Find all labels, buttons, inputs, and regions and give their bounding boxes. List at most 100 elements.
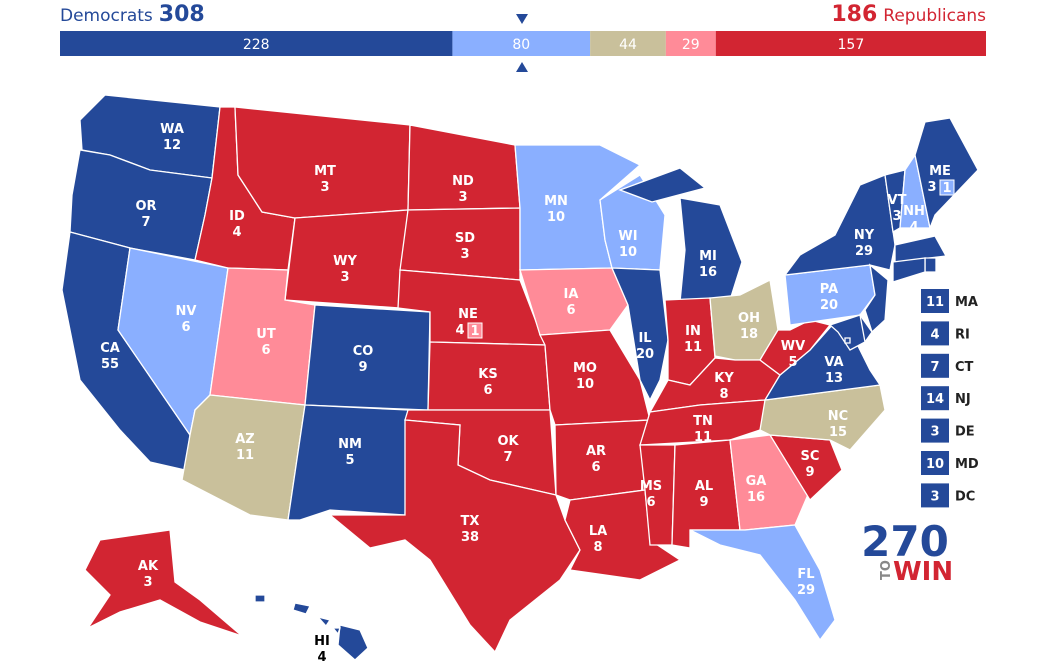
rep-total: 186 <box>831 2 878 27</box>
side-abbr: DE <box>955 425 975 440</box>
state-abbr: WY <box>333 254 357 269</box>
state-ev: 4 <box>455 323 464 338</box>
state-abbr: LA <box>589 524 607 539</box>
state-abbr: NM <box>338 437 362 452</box>
state-ev: 6 <box>646 495 655 510</box>
state-abbr: GA <box>746 474 767 489</box>
state-abbr: NE <box>458 307 478 322</box>
side-abbr: MD <box>955 457 979 472</box>
state-ev: 11 <box>236 448 254 463</box>
side-ev: 3 <box>930 489 939 504</box>
state-abbr: NC <box>828 409 848 424</box>
state-abbr: KY <box>714 371 734 386</box>
side-ev: 11 <box>926 295 944 310</box>
state-ev: 6 <box>181 320 190 335</box>
state-abbr: TX <box>461 514 480 529</box>
side-box <box>921 289 949 313</box>
state <box>316 615 332 628</box>
side-abbr: DC <box>955 489 975 504</box>
logo-win: WIN <box>893 557 953 587</box>
marker <box>516 14 528 24</box>
state-abbr: WI <box>618 229 637 244</box>
state-abbr: MI <box>699 249 717 264</box>
state-ev: 55 <box>101 357 119 372</box>
state-abbr: FL <box>797 567 814 582</box>
state-abbr: CO <box>353 344 374 359</box>
bar-label: 29 <box>682 37 700 53</box>
state-abbr: PA <box>820 282 838 297</box>
state <box>844 337 851 344</box>
state-abbr: MN <box>544 194 568 209</box>
bar-segment <box>452 31 591 56</box>
state <box>538 329 651 426</box>
state-ev: 38 <box>461 530 479 545</box>
state <box>254 594 266 603</box>
state-ev: 11 <box>694 430 712 445</box>
state <box>914 117 979 231</box>
state-ev: 7 <box>141 215 150 230</box>
bar-segment <box>665 31 716 56</box>
state <box>639 444 676 546</box>
state-ev: 6 <box>591 460 600 475</box>
bar-segment <box>590 31 666 56</box>
side-box <box>921 451 949 475</box>
state-abbr: IA <box>564 287 579 302</box>
state-abbr: IN <box>685 324 701 339</box>
side-abbr: CT <box>955 360 974 375</box>
state-abbr: NH <box>903 204 925 219</box>
state <box>689 524 836 642</box>
side-abbr: NJ <box>955 392 971 407</box>
state <box>924 257 937 273</box>
states <box>61 94 979 661</box>
logo-to: TO <box>879 560 894 580</box>
state-ev: 5 <box>788 355 797 370</box>
state-abbr: HI <box>314 634 330 649</box>
header: Democrats 308 186 Republicans <box>60 2 986 30</box>
state-abbr: IL <box>638 331 651 346</box>
side-ev: 4 <box>930 327 939 342</box>
bar-segment <box>715 31 986 56</box>
state-abbr: CA <box>100 341 120 356</box>
dem-total: 308 <box>158 2 205 27</box>
marker <box>516 62 528 72</box>
bar-label: 157 <box>838 37 865 53</box>
rep-side: 186 Republicans <box>825 2 986 27</box>
bar-label: 44 <box>619 37 637 53</box>
bar-label: 80 <box>512 37 530 53</box>
state-ev: 5 <box>345 453 354 468</box>
side-ev: 7 <box>930 360 939 375</box>
state <box>610 267 669 402</box>
state-ev: 9 <box>805 465 814 480</box>
state <box>331 627 341 636</box>
state-abbr: OH <box>738 311 760 326</box>
state-ev: 4 <box>317 650 326 665</box>
state-abbr: AR <box>586 444 606 459</box>
state-ev: 4 <box>232 225 241 240</box>
state-ev: 7 <box>503 450 512 465</box>
state <box>234 106 411 219</box>
state-abbr: NY <box>854 228 875 243</box>
state-ev: 10 <box>547 210 565 225</box>
dem-side: Democrats 308 <box>60 2 211 27</box>
state-abbr: ME <box>929 164 951 179</box>
side-ev: 3 <box>930 425 939 440</box>
state-abbr: MT <box>314 164 336 179</box>
state-abbr: ND <box>452 174 474 189</box>
state <box>892 257 926 283</box>
state <box>783 174 896 276</box>
side-box <box>921 386 949 411</box>
state <box>84 529 243 637</box>
side-box <box>921 321 949 346</box>
state-abbr: AL <box>695 479 713 494</box>
state-ev: 29 <box>797 583 815 598</box>
state-ev: 3 <box>143 575 152 590</box>
state-abbr: ID <box>229 209 245 224</box>
state-abbr: SD <box>455 231 475 246</box>
state-ev: 12 <box>163 138 181 153</box>
bar-label: 228 <box>243 37 270 53</box>
side-abbr: RI <box>955 327 970 342</box>
state-ev: 15 <box>829 425 847 440</box>
state-abbr: AK <box>138 559 159 574</box>
